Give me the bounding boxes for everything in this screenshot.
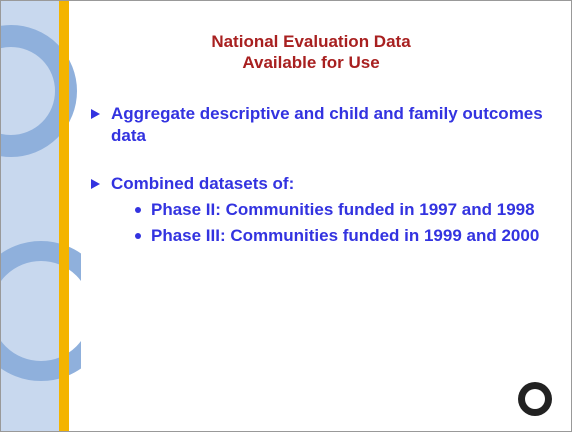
title: National Evaluation Data Available for U… [121, 31, 501, 73]
side-decoration [1, 1, 81, 431]
title-line: National Evaluation Data [211, 32, 411, 51]
title-line: Available for Use [242, 53, 380, 72]
sub-bullet: Phase II: Communities funded in 1997 and… [111, 199, 559, 221]
bullet-text: Combined datasets of: [111, 174, 295, 193]
logo [518, 382, 552, 416]
bullet: Combined datasets of: Phase II: Communiti… [89, 173, 559, 247]
bullet: Aggregate descriptive and child and fami… [89, 103, 559, 147]
sub-bullet: Phase III: Communities funded in 1999 an… [111, 225, 559, 247]
bullet-text: Aggregate descriptive and child and fami… [111, 104, 543, 145]
bullet-list: Aggregate descriptive and child and fami… [89, 103, 559, 273]
